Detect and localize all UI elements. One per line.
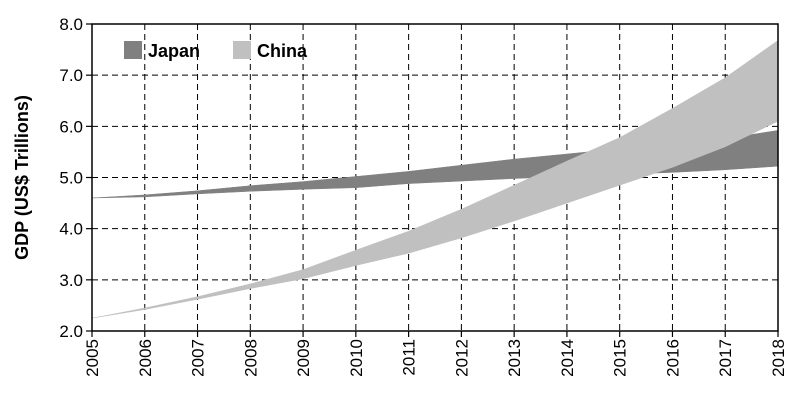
series-areas <box>91 39 779 319</box>
x-tick-label: 2006 <box>136 339 155 377</box>
legend: Japan China <box>124 41 308 61</box>
x-tick-label: 2009 <box>294 339 313 377</box>
y-tick-label: 6.0 <box>59 117 83 136</box>
x-tick-label: 2016 <box>663 339 682 377</box>
y-axis-title: GDP (US$ Trillions) <box>12 95 32 260</box>
x-tick-label: 2012 <box>452 339 471 377</box>
x-tick-label: 2013 <box>505 339 524 377</box>
x-tick-label: 2007 <box>189 339 208 377</box>
y-tick-label: 2.0 <box>59 322 83 341</box>
legend-item-japan: Japan <box>124 41 200 61</box>
y-tick-label: 5.0 <box>59 169 83 188</box>
legend-swatch <box>124 41 142 59</box>
x-tick-label: 2008 <box>241 339 260 377</box>
legend-label: Japan <box>148 41 200 61</box>
y-tick-label: 7.0 <box>59 66 83 85</box>
x-axis-ticks: 2005 2006 2007 2008 2009 2010 2011 2012 2013 2014… <box>83 331 787 377</box>
x-tick-label: 2017 <box>716 339 735 377</box>
y-tick-label: 3.0 <box>59 271 83 290</box>
y-tick-label: 8.0 <box>59 15 83 34</box>
legend-label: China <box>257 41 308 61</box>
x-tick-label: 2010 <box>347 339 366 377</box>
y-axis-ticks: 2.0 3.0 4.0 5.0 6.0 7.0 8.0 <box>59 15 92 341</box>
x-tick-label: 2005 <box>83 339 102 377</box>
legend-swatch <box>233 41 251 59</box>
x-tick-label: 2014 <box>558 339 577 377</box>
legend-item-china: China <box>233 41 308 61</box>
x-tick-label: 2018 <box>769 339 787 377</box>
x-tick-label: 2015 <box>611 339 630 377</box>
y-tick-label: 4.0 <box>59 220 83 239</box>
x-tick-label: 2011 <box>400 339 419 376</box>
